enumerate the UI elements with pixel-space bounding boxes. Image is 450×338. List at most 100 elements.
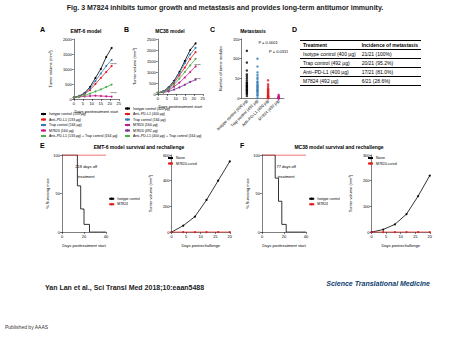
svg-text:10: 10 (398, 234, 403, 239)
svg-text:M7824 (164 µg): M7824 (164 µg) (133, 123, 158, 127)
svg-text:Anti–PD-L1 (400 µg) + Trap con: Anti–PD-L1 (400 µg) + Trap control (164 … (133, 134, 202, 138)
svg-text:100: 100 (253, 153, 260, 158)
html-text:Fig. 3 M7824 inhibits tumor gr: Fig. 3 M7824 inhibits tumor growth and m… (66, 4, 384, 11)
svg-text:400: 400 (163, 178, 170, 183)
svg-text:20: 20 (192, 96, 197, 101)
svg-text:M7824 (492 µg): M7824 (492 µg) (257, 98, 281, 122)
svg-text:Days posttreatment start: Days posttreatment start (62, 243, 106, 248)
svg-text:0: 0 (170, 234, 173, 239)
svg-text:****: **** (110, 91, 117, 96)
svg-text:5: 5 (82, 101, 85, 106)
svg-text:Isotype control (400 µg): Isotype control (400 µg) (215, 98, 249, 132)
svg-text:2000: 2000 (147, 48, 157, 53)
svg-text:600: 600 (163, 153, 170, 158)
svg-text:77 days off: 77 days off (276, 164, 296, 169)
svg-text:2000: 2000 (63, 37, 73, 42)
svg-text:20: 20 (108, 101, 113, 106)
svg-text:20: 20 (282, 234, 287, 239)
svg-text:% Surviving mice: % Surviving mice (245, 177, 250, 208)
svg-text:Naive: Naive (176, 156, 185, 160)
svg-text:300: 300 (363, 153, 370, 158)
svg-text:0: 0 (73, 101, 76, 106)
svg-text:Isotype control (133 µg): Isotype control (133 µg) (49, 112, 86, 116)
svg-text:1000: 1000 (63, 67, 73, 72)
svg-text:Days posttreatment start: Days posttreatment start (262, 243, 306, 248)
svg-text:500: 500 (149, 81, 156, 86)
svg-text:40: 40 (304, 234, 309, 239)
svg-text:1500: 1500 (63, 52, 73, 57)
svg-text:40: 40 (104, 234, 109, 239)
svg-text:M7824-cured: M7824-cured (176, 162, 197, 166)
svg-text:50: 50 (56, 191, 61, 196)
svg-text:218 days off: 218 days off (75, 164, 98, 169)
svg-text:****: **** (194, 63, 201, 68)
svg-text:15: 15 (413, 234, 418, 239)
html-text:Yan Lan et al., Sci Transl Med: Yan Lan et al., Sci Transl Med 2018;10:e… (45, 284, 205, 291)
svg-text:0: 0 (61, 234, 64, 239)
svg-text:50: 50 (235, 76, 240, 81)
svg-text:0: 0 (237, 96, 240, 101)
svg-text:treatment: treatment (278, 174, 296, 179)
svg-text:20: 20 (82, 234, 87, 239)
html-text:Science Translational Medicine: Science Translational Medicine (326, 280, 430, 287)
svg-text:Anti–PD-L1 (133 µg) + Trap con: Anti–PD-L1 (133 µg) + Trap control (164 … (49, 134, 118, 138)
svg-text:0: 0 (157, 96, 160, 101)
html-text:Published by AAAS: Published by AAAS (5, 324, 49, 330)
svg-text:20: 20 (428, 234, 433, 239)
svg-text:M7824 (492 µg): M7824 (492 µg) (133, 129, 158, 133)
svg-text:100: 100 (363, 204, 370, 209)
svg-text:0: 0 (261, 234, 264, 239)
svg-text:****: **** (194, 77, 201, 82)
svg-text:15: 15 (183, 96, 188, 101)
svg-text:15: 15 (213, 234, 218, 239)
svg-text:% Surviving mice: % Surviving mice (45, 177, 50, 208)
svg-text:10: 10 (90, 101, 95, 106)
svg-text:P = 0.0315: P = 0.0315 (269, 49, 288, 54)
html-text:D: D (292, 26, 298, 33)
svg-text:200: 200 (363, 178, 370, 183)
svg-text:5: 5 (166, 96, 169, 101)
svg-text:Tumor volume (mm³): Tumor volume (mm³) (348, 174, 353, 212)
svg-text:2500: 2500 (147, 37, 157, 42)
svg-text:****: **** (110, 62, 117, 67)
svg-text:Tumor volume (mm³): Tumor volume (mm³) (48, 50, 53, 88)
svg-text:200: 200 (163, 204, 170, 209)
svg-text:P = 0.0001: P = 0.0001 (258, 40, 278, 45)
svg-text:500: 500 (65, 82, 72, 87)
svg-text:Days postrechallenge: Days postrechallenge (181, 243, 220, 248)
svg-text:50: 50 (256, 191, 261, 196)
svg-text:20: 20 (228, 234, 233, 239)
svg-text:Tumor volume (mm³): Tumor volume (mm³) (148, 174, 153, 212)
svg-text:treatment: treatment (78, 174, 96, 179)
svg-text:Naive: Naive (376, 156, 385, 160)
svg-text:Number of tumor nodules: Number of tumor nodules (218, 46, 223, 91)
svg-text:M7824: M7824 (317, 202, 328, 206)
svg-text:Tumor volume (mm³): Tumor volume (mm³) (132, 47, 137, 85)
svg-text:5: 5 (385, 234, 388, 239)
svg-text:Trap control (164 µg): Trap control (164 µg) (133, 118, 166, 122)
svg-text:M7824-cured: M7824-cured (376, 162, 397, 166)
svg-text:M7824: M7824 (117, 202, 128, 206)
svg-text:Anti–PD-L1 (400 µg): Anti–PD-L1 (400 µg) (240, 98, 270, 128)
svg-text:1500: 1500 (147, 59, 157, 64)
svg-text:Isotype control (400 µg): Isotype control (400 µg) (133, 107, 170, 111)
svg-text:15: 15 (99, 101, 104, 106)
svg-text:100: 100 (53, 153, 60, 158)
svg-text:100: 100 (233, 56, 240, 61)
svg-text:1000: 1000 (147, 70, 157, 75)
svg-text:Days postrechallenge: Days postrechallenge (381, 243, 420, 248)
svg-text:10: 10 (198, 234, 203, 239)
svg-text:10: 10 (174, 96, 179, 101)
svg-text:5: 5 (185, 234, 188, 239)
svg-text:25: 25 (117, 101, 122, 106)
svg-text:Isotype control: Isotype control (317, 197, 340, 201)
svg-text:0: 0 (370, 234, 373, 239)
svg-text:Trap control (164 µg): Trap control (164 µg) (49, 123, 82, 127)
svg-text:Isotype control: Isotype control (117, 197, 140, 201)
svg-text:Anti–PD-L1 (133 µg): Anti–PD-L1 (133 µg) (49, 118, 81, 122)
svg-text:25: 25 (201, 96, 206, 101)
svg-text:Trap control (492 µg): Trap control (492 µg) (229, 98, 260, 128)
svg-text:Anti–PD-L1 (400 µg): Anti–PD-L1 (400 µg) (133, 112, 165, 116)
svg-text:150: 150 (233, 37, 240, 42)
svg-text:M7824 (164 µg): M7824 (164 µg) (49, 129, 74, 133)
